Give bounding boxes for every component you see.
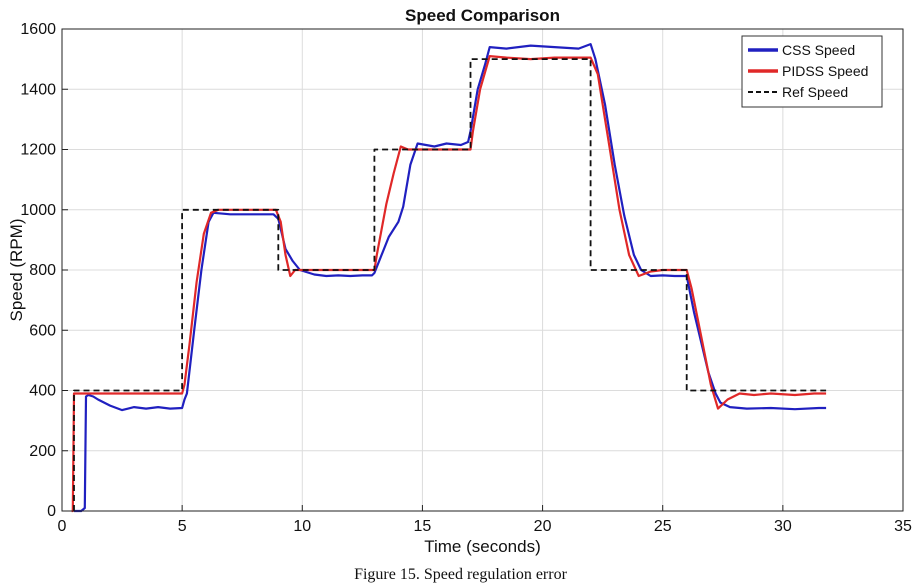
x-tick-label: 35: [894, 518, 912, 535]
legend: CSS Speed PIDSS Speed Ref Speed: [741, 35, 883, 108]
x-tick-label: 25: [654, 518, 672, 535]
x-tick-label: 15: [414, 518, 432, 535]
y-tick-label: 1000: [20, 202, 56, 219]
x-tick-label: 10: [293, 518, 311, 535]
x-axis-label: Time (seconds): [424, 537, 541, 556]
series-line-ref-speed: [73, 58, 827, 511]
figure-caption: Figure 15. Speed regulation error: [354, 566, 567, 583]
x-tick-label: 20: [534, 518, 552, 535]
y-tick-label: 200: [29, 443, 56, 460]
y-tick-label: 800: [29, 262, 56, 279]
y-tick-label: 1400: [20, 81, 56, 98]
speed-comparison-chart: 0 5 10 15 20 25 30 35 0 200 400 600 800 1000 1200 1400 1…: [7, 6, 912, 556]
legend-label: PIDSS Speed: [782, 63, 868, 79]
axis-ticks: 0 5 10 15 20 25 30 35 0 200 400 600 800 1000 1200 1400 1…: [20, 21, 912, 535]
legend-label: Ref Speed: [782, 84, 848, 100]
legend-label: CSS Speed: [782, 42, 855, 58]
y-tick-label: 0: [47, 503, 56, 520]
x-tick-label: 30: [774, 518, 792, 535]
y-tick-label: 1200: [20, 142, 56, 159]
y-tick-label: 600: [29, 322, 56, 339]
x-tick-label: 5: [178, 518, 187, 535]
series-line-css-speed: [74, 43, 827, 513]
y-tick-label: 1600: [20, 21, 56, 38]
y-axis-label: Speed (RPM): [7, 219, 26, 322]
x-tick-label: 0: [58, 518, 67, 535]
y-tick-label: 400: [29, 383, 56, 400]
series-layer: [71, 43, 827, 513]
chart-title: Speed Comparison: [405, 6, 560, 25]
